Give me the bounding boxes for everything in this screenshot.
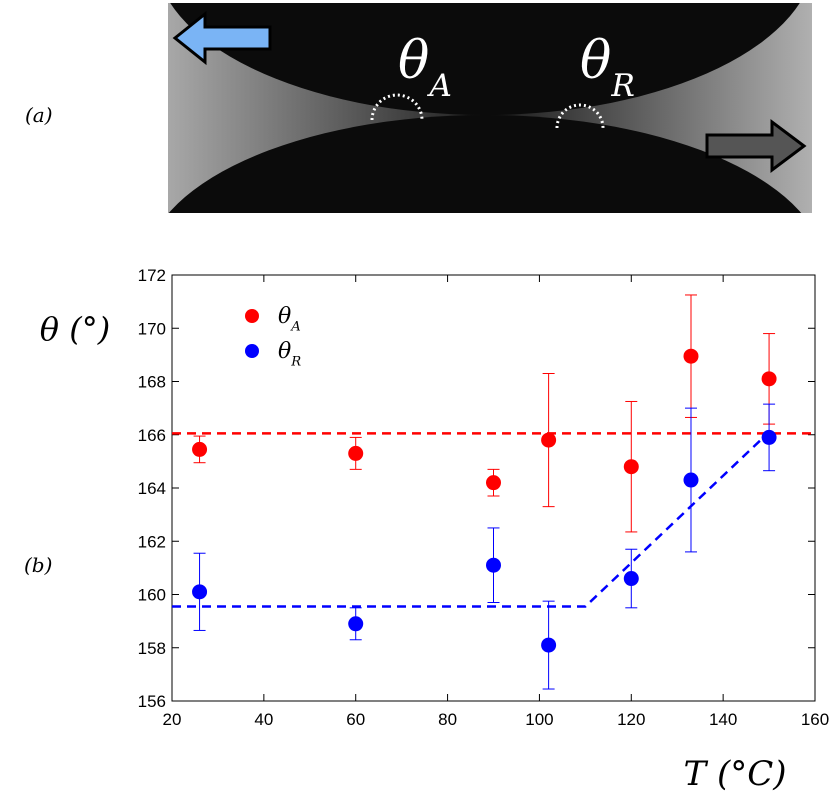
fit-line: [172, 431, 770, 608]
y-axis-label: θ (°): [40, 310, 110, 348]
x-tick-label: 140: [709, 710, 737, 729]
point: [192, 441, 208, 457]
x-tick-label: 100: [525, 710, 553, 729]
angle-arc: [555, 103, 605, 129]
legend-label: θA: [278, 304, 301, 335]
x-tick-label: 120: [617, 710, 645, 729]
point: [486, 557, 501, 573]
point: [486, 475, 501, 491]
y-tick-label: 156: [138, 692, 166, 711]
point: [761, 429, 777, 445]
y-tick-label: 166: [138, 426, 166, 445]
x-tick-label: 160: [801, 710, 829, 729]
point: [623, 571, 639, 587]
photo: [168, 3, 812, 213]
point: [192, 584, 208, 600]
angle-arc: [370, 93, 424, 121]
y-tick-label: 170: [138, 319, 166, 338]
point: [683, 348, 699, 364]
legend-marker: [245, 309, 259, 323]
left-arrow: [172, 10, 272, 66]
point: [541, 432, 557, 448]
y-tick-label: 168: [138, 373, 166, 392]
x-axis-label: T (°C): [683, 754, 786, 794]
y-tick-label: 160: [138, 586, 166, 605]
x-tick-label: 80: [438, 710, 457, 729]
x-tick-label: 40: [254, 710, 273, 729]
y-tick-label: 164: [138, 479, 166, 498]
point: [348, 616, 364, 632]
y-tick-label: 172: [138, 266, 166, 285]
point: [348, 445, 364, 461]
photo-label: θA: [398, 31, 452, 104]
legend-marker: [245, 344, 259, 358]
legend-label: θR: [278, 339, 301, 370]
right-arrow: [705, 119, 807, 173]
y-tick-label: 162: [138, 532, 166, 551]
panel-label: (b): [24, 553, 52, 577]
y-tick-label: 158: [138, 639, 166, 658]
point: [683, 472, 699, 488]
panel-label: (a): [25, 103, 53, 127]
point: [623, 459, 639, 475]
photo-label: θR: [580, 31, 635, 104]
point: [761, 371, 777, 387]
x-tick-label: 60: [346, 710, 365, 729]
point: [541, 637, 557, 653]
x-tick-label: 20: [163, 710, 182, 729]
